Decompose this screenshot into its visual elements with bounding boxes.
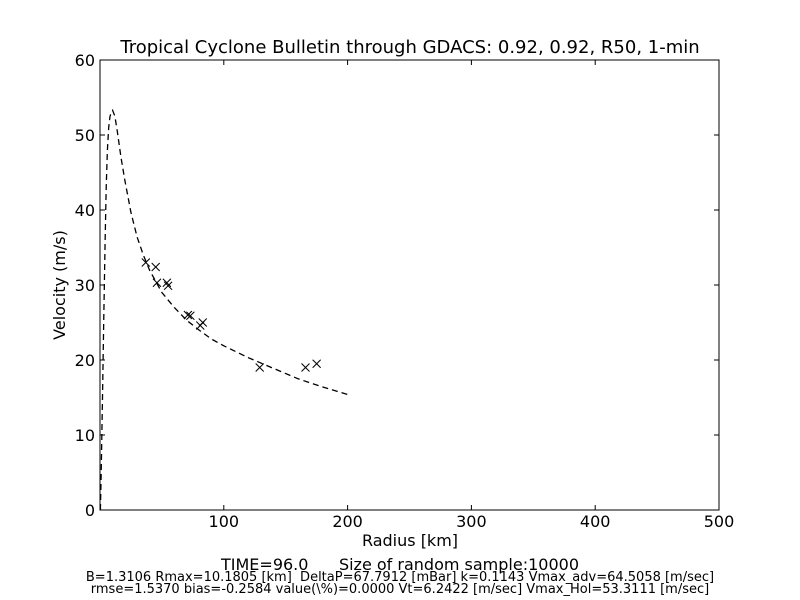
observation-point: [152, 278, 162, 288]
observation-point: [255, 363, 265, 372]
x-tick-label: 200: [332, 512, 363, 531]
y-axis-ticks: 0 10 20 30 40 50 60: [75, 51, 719, 520]
observation-point: [186, 311, 195, 321]
x-tick-label: 400: [580, 512, 611, 531]
holland-profile-line: [99, 108, 348, 511]
observation-point: [312, 359, 322, 369]
y-tick-label: 20: [75, 351, 95, 370]
parameters-line-1: B=1.3106 Rmax=10.1805 [km] DeltaP=67.791…: [85, 570, 715, 585]
observation-point: [198, 318, 208, 327]
chart-title: Tropical Cyclone Bulletin through GDACS:…: [119, 37, 699, 58]
y-tick-label: 40: [75, 201, 95, 220]
x-tick-label: 500: [704, 512, 735, 531]
x-axis-label: Radius [km]: [362, 531, 458, 550]
y-tick-label: 30: [75, 276, 95, 295]
x-tick-label: 100: [209, 512, 240, 531]
parameters-line-2: rmse=1.5370 bias=-0.2584 value(\%)=0.000…: [90, 582, 710, 597]
series-layer: [99, 108, 348, 511]
y-tick-label: 10: [75, 426, 95, 445]
x-tick-label: 300: [456, 512, 487, 531]
y-tick-label: 0: [85, 501, 95, 520]
observation-point: [163, 281, 173, 291]
y-tick-label: 50: [75, 126, 95, 145]
observation-point: [183, 310, 193, 320]
observation-point: [151, 262, 161, 272]
observation-point: [141, 258, 151, 267]
time-sample-text: TIME=96.0 Size of random sample:10000: [221, 555, 579, 574]
plot-area-frame: [99, 59, 720, 511]
y-tick-label: 60: [75, 51, 95, 70]
x-axis-ticks: 100 200 300 400 500: [209, 60, 735, 531]
y-axis-label: Velocity (m/s): [50, 230, 69, 340]
observation-point: [162, 278, 172, 288]
observation-point: [301, 363, 310, 372]
